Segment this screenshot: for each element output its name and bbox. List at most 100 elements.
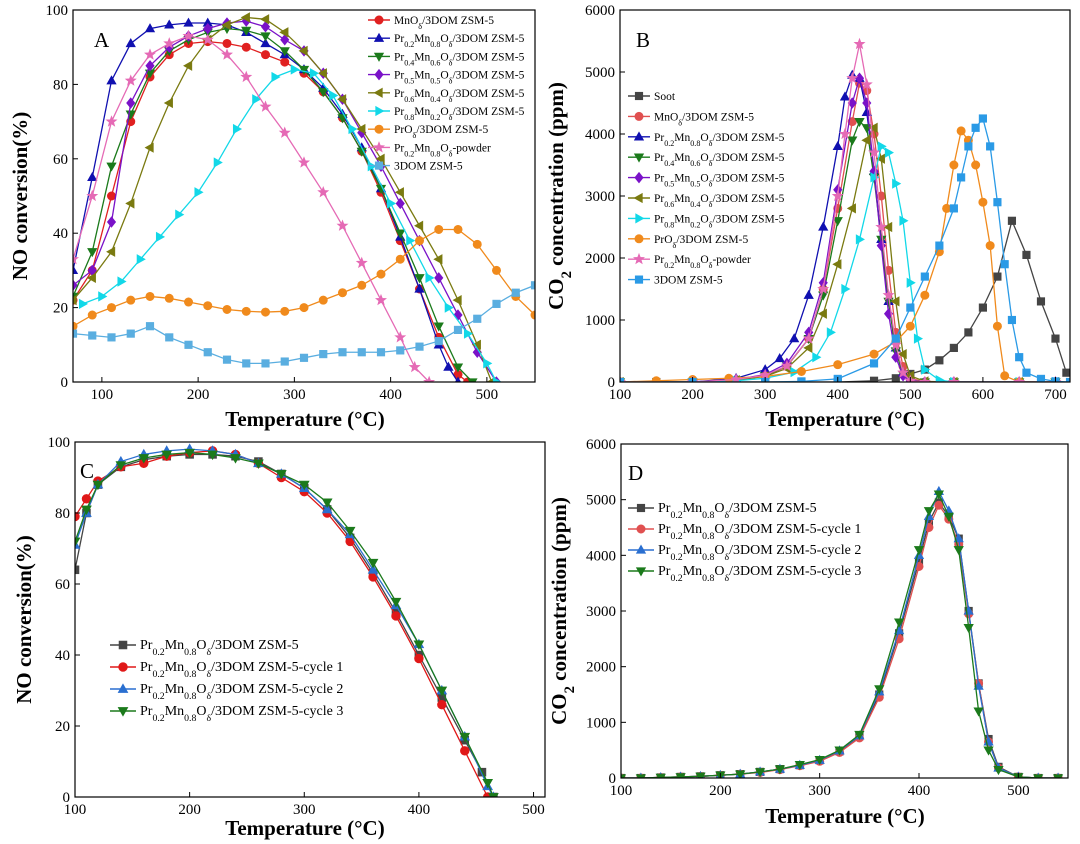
axes-frame xyxy=(620,443,1069,779)
subscript-text: 0.5 xyxy=(404,76,414,85)
legend-label: Pr0.5Mn0.5Oδ/3DOM ZSM-5 xyxy=(654,173,785,189)
subscript-text: 0.2 xyxy=(670,573,682,584)
label-text: Mn xyxy=(674,213,690,225)
subscript-text: 0.2 xyxy=(664,138,674,147)
label-text: Pr xyxy=(654,173,664,185)
legend-entry: Pr0.2Mn0.8Oδ/3DOM ZSM-5-cycle 3 xyxy=(628,564,861,584)
subscript-text: 0.8 xyxy=(430,149,440,158)
data-point xyxy=(488,793,499,797)
data-point xyxy=(655,773,666,778)
y-tick-label: 4000 xyxy=(585,127,615,143)
label-text: O xyxy=(196,682,206,697)
series-7 xyxy=(73,224,535,331)
data-point xyxy=(222,38,232,48)
series-4 xyxy=(621,490,1064,778)
data-point xyxy=(436,686,448,697)
data-point xyxy=(280,34,290,46)
data-point xyxy=(444,302,454,313)
data-point xyxy=(826,327,836,338)
data-point xyxy=(279,27,289,38)
series-line xyxy=(75,453,495,797)
legend-marker xyxy=(634,234,644,244)
data-point xyxy=(953,546,964,556)
data-point xyxy=(155,231,166,243)
data-point xyxy=(854,730,865,741)
data-point xyxy=(395,229,406,239)
data-point xyxy=(861,135,871,146)
data-point xyxy=(73,252,79,265)
legend-entry: Pr0.2Mn0.8Oδ/3DOM ZSM-5 xyxy=(368,32,525,49)
data-point xyxy=(184,297,194,307)
data-point xyxy=(175,209,185,220)
legend-label: Pr0.2Mn0.8Oδ/3DOM ZSM-5-cycle 2 xyxy=(140,682,343,702)
legend-label: Pr0.5Mn0.5Oδ/3DOM ZSM-5 xyxy=(394,70,525,86)
data-point xyxy=(1000,371,1010,381)
series-2 xyxy=(75,446,493,797)
legend-marker xyxy=(634,91,644,101)
series-1 xyxy=(621,498,1063,778)
x-tick-label: 400 xyxy=(379,387,402,403)
legend-marker xyxy=(636,503,646,513)
data-point xyxy=(877,141,887,152)
subscript-text: 0.2 xyxy=(664,261,674,270)
y-tick-label: 40 xyxy=(55,648,70,664)
label-text: /3DOM ZSM-5 xyxy=(452,70,524,82)
label-text: O xyxy=(700,173,708,185)
subscript-text: δ xyxy=(449,58,453,67)
series-line xyxy=(73,27,473,382)
data-point xyxy=(899,215,909,226)
label-text: O xyxy=(196,638,206,653)
legend-marker xyxy=(374,15,384,25)
data-point xyxy=(86,189,99,202)
data-point xyxy=(1015,353,1024,362)
legend-label: Pr0.6Mn0.4Oδ/3DOM ZSM-5 xyxy=(654,193,785,209)
y-tick-label: 100 xyxy=(46,3,69,19)
data-point xyxy=(222,304,232,314)
data-point xyxy=(934,500,944,510)
subscript-text: 0.2 xyxy=(152,669,164,680)
data-point xyxy=(408,360,421,373)
series-2 xyxy=(620,78,1060,382)
data-point xyxy=(318,295,328,305)
panel-a: 100 200 300 400 500 0 20 40 60 80 100 Temperature (… xyxy=(8,3,536,431)
legend-marker xyxy=(374,68,384,81)
legend: Pr0.2Mn0.8Oδ/3DOM ZSM-5 Pr0.2Mn0.8Oδ/3DOM… xyxy=(110,638,343,724)
legend-label: Pr0.2Mn0.8Oδ/3DOM ZSM-5 xyxy=(658,501,817,521)
data-point xyxy=(124,74,137,86)
subscript-text: 0.2 xyxy=(430,113,440,122)
data-point xyxy=(1051,334,1060,343)
data-point xyxy=(891,334,900,343)
label-text: Pr xyxy=(654,254,664,266)
data-point xyxy=(260,307,270,317)
data-point xyxy=(107,333,116,342)
data-point xyxy=(317,68,327,79)
legend-marker xyxy=(633,131,645,141)
label-text: Soot xyxy=(654,91,676,103)
subscript-text: δ xyxy=(207,713,212,724)
data-point xyxy=(434,336,443,346)
subscript-text: 0.2 xyxy=(670,531,682,542)
subscript-text: 0.5 xyxy=(690,179,700,188)
data-point xyxy=(290,64,300,75)
legend-entry: Pr0.2Mn0.8Oδ/3DOM ZSM-5 xyxy=(110,638,299,658)
data-point xyxy=(163,97,173,109)
data-point xyxy=(221,19,231,31)
data-point xyxy=(75,537,81,548)
label-text: /3DOM ZSM-5 xyxy=(452,33,524,45)
data-point xyxy=(992,321,1002,331)
label-text: /3DOM ZSM-5 xyxy=(712,132,784,144)
panel-label: B xyxy=(636,28,650,52)
data-point xyxy=(259,100,272,112)
data-point xyxy=(241,42,251,52)
y-axis-label: CO2 concentration (ppm) xyxy=(547,497,578,725)
data-point xyxy=(839,91,851,101)
label-text: /3DOM ZSM-5 xyxy=(422,15,494,27)
data-point xyxy=(321,498,333,509)
series-9 xyxy=(73,281,535,368)
data-point xyxy=(221,48,233,60)
data-point xyxy=(454,376,462,382)
subscript-text: δ xyxy=(709,200,713,209)
data-point xyxy=(321,503,333,514)
label-text: Pr xyxy=(658,543,671,558)
